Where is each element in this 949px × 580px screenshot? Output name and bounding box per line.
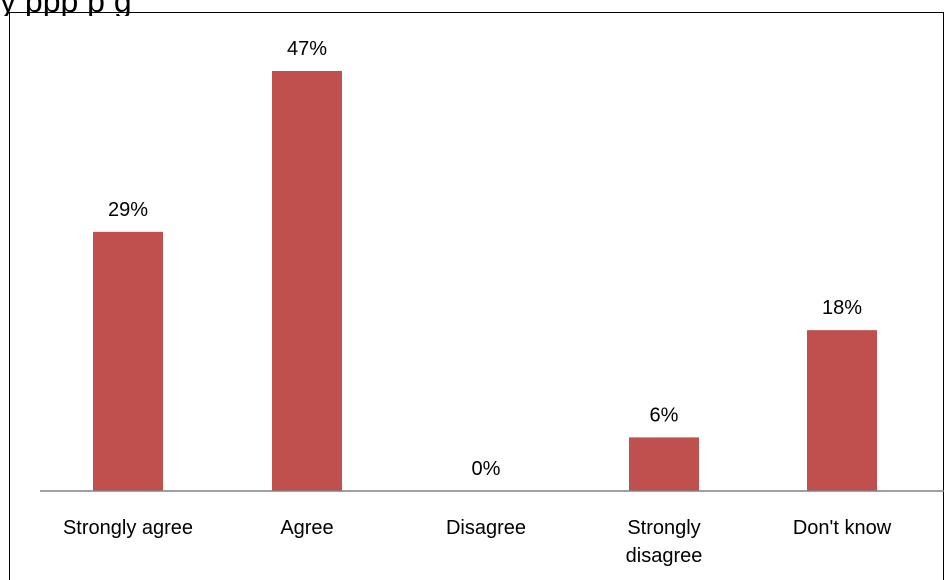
x-tick-label-3-line-1: disagree	[626, 545, 703, 567]
chart-frame	[9, 12, 944, 580]
bar-0	[93, 231, 163, 491]
labels-layer: 29% Strongly agree 47% Agree 0% Disagree 6% Str…	[63, 38, 892, 567]
bar-3	[629, 437, 699, 491]
data-label-3: 6%	[650, 404, 679, 426]
data-label-4: 18%	[822, 297, 862, 319]
bar-1	[272, 71, 342, 491]
data-label-0: 29%	[108, 199, 148, 221]
bar-4	[807, 330, 877, 491]
x-tick-label-3-line-0: Strongly	[627, 517, 700, 539]
x-tick-label-0: Strongly agree	[63, 517, 193, 539]
data-label-2: 0%	[472, 458, 501, 480]
data-label-1: 47%	[287, 38, 327, 60]
x-tick-label-2: Disagree	[446, 517, 526, 539]
bars-layer	[93, 71, 877, 491]
x-tick-label-1: Agree	[280, 517, 333, 539]
x-tick-label-4: Don't know	[793, 517, 892, 539]
